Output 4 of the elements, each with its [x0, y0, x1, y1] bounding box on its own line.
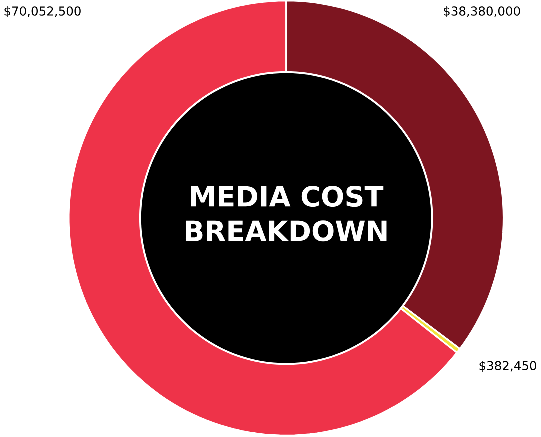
data-label: $70,052,500 [4, 6, 81, 18]
text: MEDIA COST BREAKDOWN [186, 186, 387, 242]
data-label: $382,450 [480, 361, 536, 372]
data-label: $38,380,000 [444, 6, 520, 18]
